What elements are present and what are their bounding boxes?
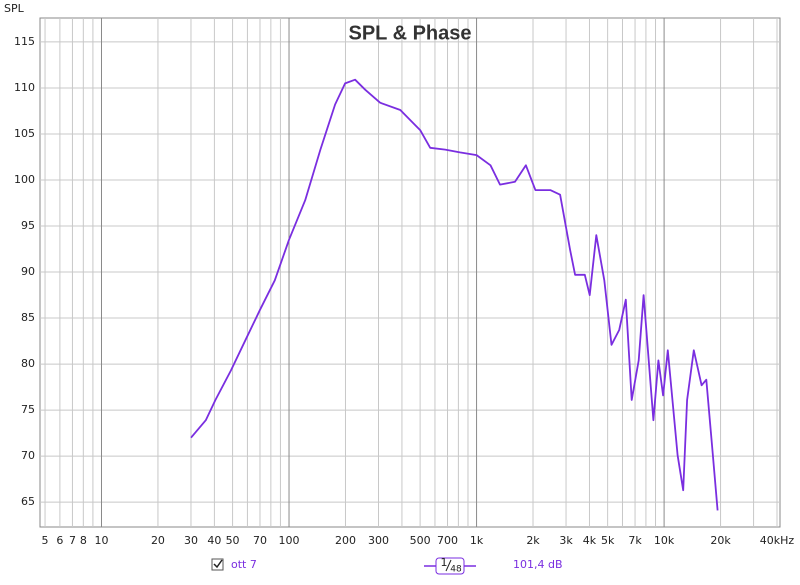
- y-tick-label: 90: [21, 265, 35, 278]
- y-tick-label: 65: [21, 495, 35, 508]
- x-tick-label: 3k: [559, 534, 573, 547]
- x-tick-label: 4k: [583, 534, 597, 547]
- legend-checkbox[interactable]: [211, 558, 224, 571]
- y-tick-label: 85: [21, 311, 35, 324]
- x-tick-label: 500: [410, 534, 431, 547]
- spl-curve: [190, 78, 719, 511]
- x-tick-label: 2k: [526, 534, 540, 547]
- x-tick-label: 200: [335, 534, 356, 547]
- y-tick-label: 80: [21, 357, 35, 370]
- chart-title: SPL & Phase: [348, 22, 471, 44]
- y-axis-label: SPL: [4, 2, 25, 15]
- x-tick-label: 20k: [710, 534, 731, 547]
- x-tick-label: 100: [279, 534, 300, 547]
- y-tick-label: 70: [21, 449, 35, 462]
- x-tick-label: 7: [69, 534, 76, 547]
- smoothing-slash: [445, 559, 452, 572]
- x-tick-label: 6: [56, 534, 63, 547]
- x-tick-label: 30: [184, 534, 198, 547]
- y-tick-label: 115: [14, 35, 35, 48]
- y-tick-label: 105: [14, 127, 35, 140]
- y-tick-label: 100: [14, 173, 35, 186]
- check-mark: [213, 559, 223, 569]
- smoothing-numerator: 1: [441, 556, 448, 569]
- x-tick-label: 40kHz: [760, 534, 795, 547]
- x-tick-label: 300: [368, 534, 389, 547]
- x-tick-label: 8: [80, 534, 87, 547]
- x-tick-label: 1k: [470, 534, 484, 547]
- x-tick-label: 50: [226, 534, 240, 547]
- x-tick-label: 70: [253, 534, 267, 547]
- x-tick-label: 10: [94, 534, 108, 547]
- smoothing-denominator: 48: [450, 565, 462, 575]
- y-tick-label: 95: [21, 219, 35, 232]
- y-tick-label: 110: [14, 81, 35, 94]
- x-tick-label: 40: [207, 534, 221, 547]
- x-tick-label: 5k: [601, 534, 615, 547]
- y-tick-label: 75: [21, 403, 35, 416]
- x-tick-label: 5: [42, 534, 49, 547]
- readout: 101,4 dB: [513, 558, 563, 571]
- x-tick-label: 700: [437, 534, 458, 547]
- x-tick-label: 20: [151, 534, 165, 547]
- x-tick-label: 7k: [628, 534, 642, 547]
- x-tick-label: 10k: [654, 534, 675, 547]
- smoothing-button[interactable]: [435, 557, 465, 575]
- legend-entry: ott 7: [231, 558, 257, 571]
